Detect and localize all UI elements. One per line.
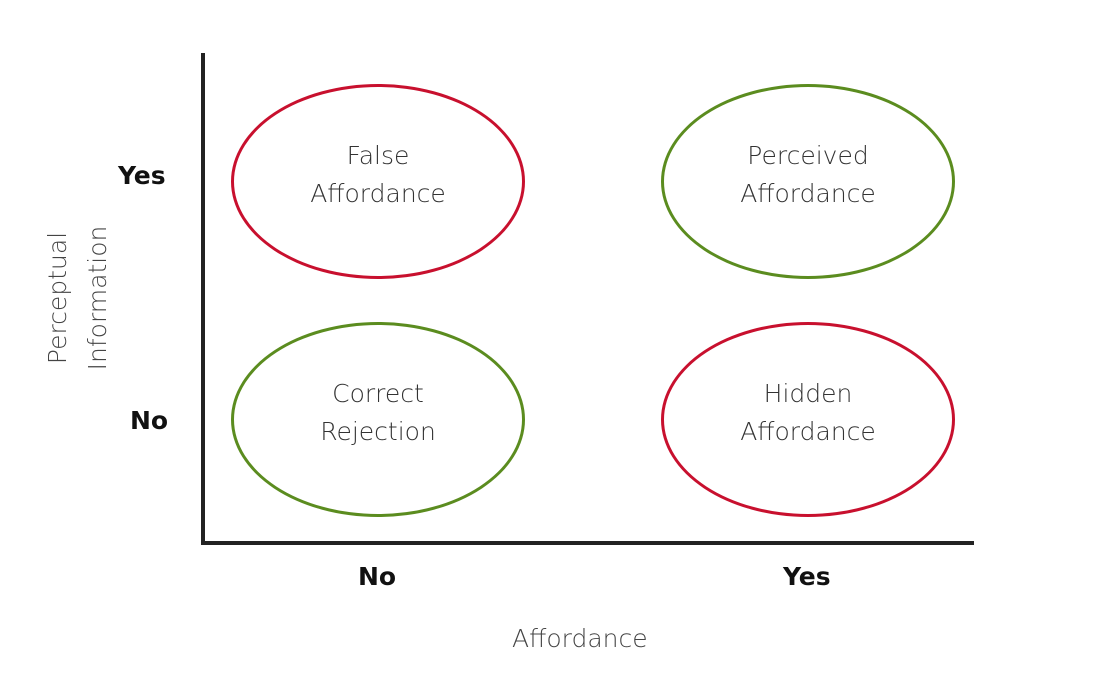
x-axis-title: Affordance <box>512 624 648 653</box>
quadrant-perceived-affordance: Perceived Affordance <box>661 84 955 279</box>
quadrant-label-line1: Perceived <box>747 140 869 170</box>
x-axis-line <box>201 541 974 545</box>
quadrant-label-line1: Hidden <box>763 378 853 408</box>
y-axis-title-line1: Perceptual <box>43 231 72 365</box>
quadrant-false-affordance: False Affordance <box>231 84 525 279</box>
quadrant-label-line2: Affordance <box>740 178 876 208</box>
y-tick-yes: Yes <box>118 161 166 190</box>
quadrant-correct-rejection: Correct Rejection <box>231 322 525 517</box>
x-tick-no: No <box>358 562 397 591</box>
quadrant-label-line1: False <box>346 140 410 170</box>
quadrant-label-line2: Rejection <box>320 416 436 446</box>
quadrant-label-line1: Correct <box>332 378 424 408</box>
quadrant-hidden-affordance: Hidden Affordance <box>661 322 955 517</box>
y-axis-line <box>201 53 205 544</box>
quadrant-label-line2: Affordance <box>740 416 876 446</box>
y-tick-no: No <box>130 406 169 435</box>
y-axis-title-line2: Information <box>83 225 112 371</box>
x-tick-yes: Yes <box>783 562 831 591</box>
quadrant-label-line2: Affordance <box>310 178 446 208</box>
